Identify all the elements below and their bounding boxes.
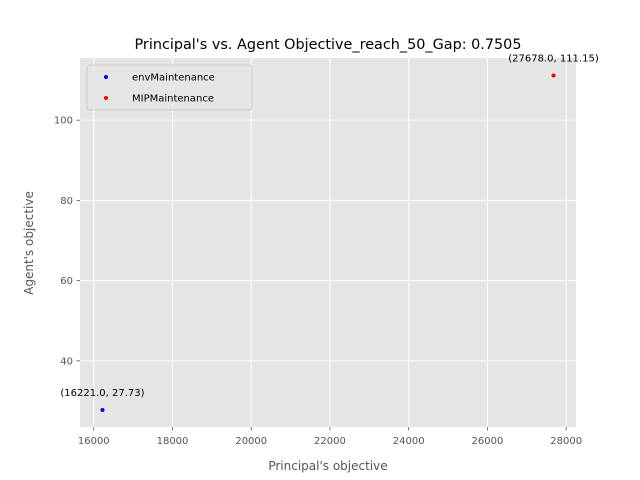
x-tick-label: 24000 xyxy=(393,436,425,447)
y-tick-label: 100 xyxy=(54,116,73,127)
legend-label-env-maintenance: envMaintenance xyxy=(132,73,215,84)
data-point xyxy=(100,408,105,413)
data-points: (16221.0, 27.73) (27678.0, 111.15) xyxy=(60,53,599,413)
x-tick-label: 28000 xyxy=(550,436,582,447)
y-tick-label: 60 xyxy=(60,276,73,287)
legend: envMaintenance MIPMaintenance xyxy=(86,64,253,111)
x-tick-label: 20000 xyxy=(235,436,267,447)
y-tick-label: 40 xyxy=(60,356,73,367)
x-tick-label: 16000 xyxy=(78,436,110,447)
legend-box xyxy=(86,64,253,111)
legend-marker-env-maintenance xyxy=(104,75,108,79)
x-tick-label: 22000 xyxy=(314,436,346,447)
y-axis-label: Agent's objective xyxy=(22,191,36,295)
legend-label-mip-maintenance: MIPMaintenance xyxy=(132,94,214,105)
data-point-label: (27678.0, 111.15) xyxy=(508,53,599,64)
x-axis-ticks: 16000 18000 20000 22000 24000 26000 28000 xyxy=(78,427,582,447)
x-tick-label: 18000 xyxy=(157,436,189,447)
gridlines xyxy=(80,58,576,427)
data-point-label: (16221.0, 27.73) xyxy=(60,388,144,399)
data-point xyxy=(551,73,556,78)
y-tick-label: 80 xyxy=(60,196,73,207)
x-tick-label: 26000 xyxy=(472,436,504,447)
plot-area xyxy=(80,58,576,427)
y-axis-ticks: 40 60 80 100 xyxy=(54,116,80,367)
chart-title: Principal's vs. Agent Objective_reach_50… xyxy=(134,37,521,53)
legend-marker-mip-maintenance xyxy=(104,96,108,100)
x-axis-label: Principal's objective xyxy=(268,459,387,473)
